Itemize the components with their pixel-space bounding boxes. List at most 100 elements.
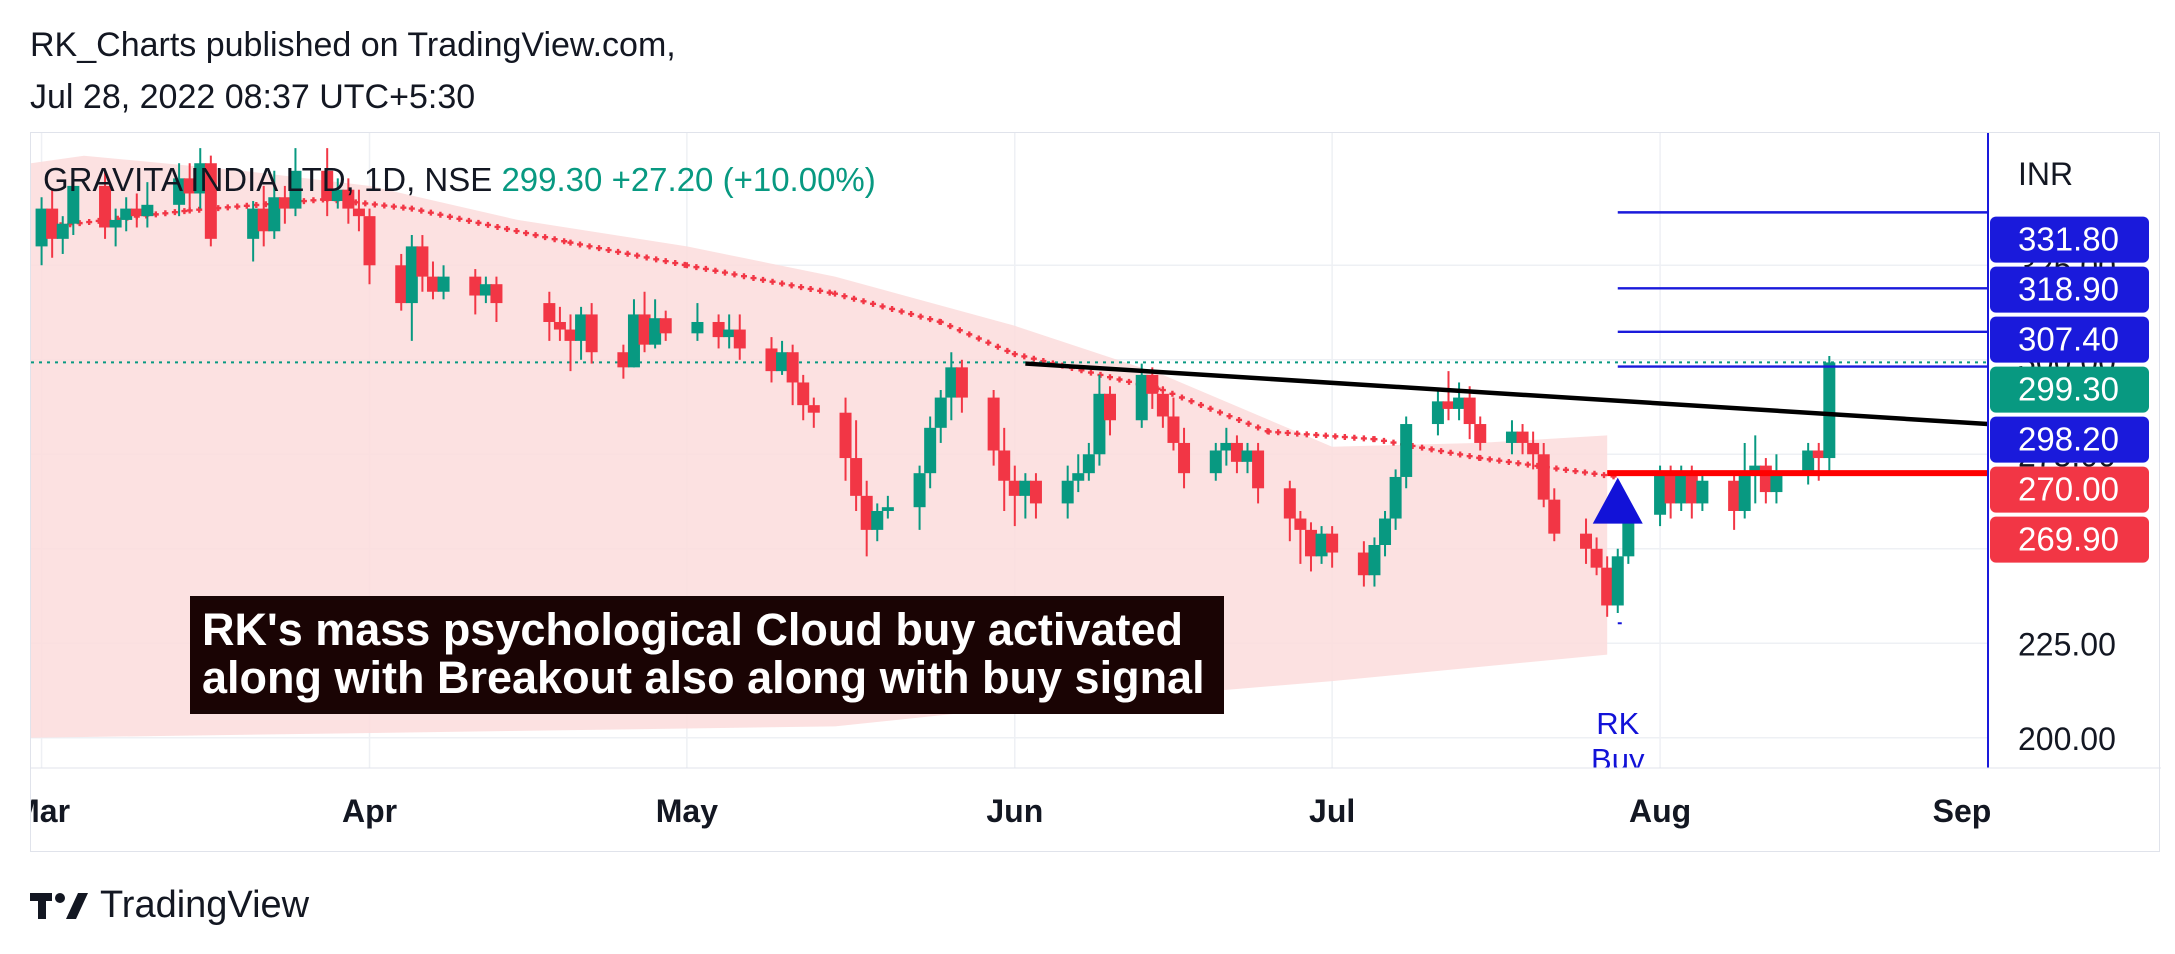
moving-average-dot <box>870 300 877 307</box>
candle-body <box>1241 450 1254 462</box>
candle-body <box>416 246 429 277</box>
candle-body <box>1230 442 1243 462</box>
moving-average-dot <box>879 303 886 310</box>
candle-body <box>1304 529 1317 557</box>
moving-average-dot <box>605 247 612 254</box>
candle-body <box>141 204 154 217</box>
moving-average-dot <box>1572 468 1579 475</box>
moving-average-dot <box>586 243 593 250</box>
moving-average-dot <box>1284 429 1291 436</box>
moving-average-dot <box>1226 413 1233 420</box>
price-label-pill <box>1990 316 2149 363</box>
candle-body <box>1696 480 1709 504</box>
moving-average-dot <box>850 295 857 302</box>
candle-body <box>1675 473 1688 504</box>
moving-average-dot <box>86 219 93 226</box>
price-label-pill <box>1990 216 2149 263</box>
candle-body <box>776 352 789 372</box>
candle-body <box>109 219 122 228</box>
moving-average-dot <box>542 234 549 241</box>
moving-average-dot <box>750 275 757 282</box>
moving-average-dot <box>446 213 453 220</box>
psychological-cloud <box>31 155 1608 738</box>
moving-average-dot <box>1562 466 1569 473</box>
publisher-line: RK_Charts published on TradingView.com, <box>30 26 676 64</box>
moving-average-dot <box>1097 371 1104 378</box>
moving-average-dot <box>662 258 669 265</box>
moving-average-dot <box>1217 409 1224 416</box>
moving-average-dot <box>1265 428 1272 435</box>
candle-body <box>881 507 894 511</box>
candle-body <box>1379 518 1392 545</box>
moving-average-dot <box>898 308 905 315</box>
candle-body <box>247 208 260 239</box>
price-label-text: 269.90 <box>2018 521 2119 558</box>
candle-body <box>194 163 207 194</box>
candle-body <box>204 163 217 239</box>
candle-body <box>1252 450 1265 489</box>
moving-average-dot <box>860 298 867 305</box>
breakout-trendline <box>1025 361 1988 427</box>
candle-body <box>1167 416 1180 443</box>
candle-body <box>56 223 69 239</box>
moving-average-dot <box>721 269 728 276</box>
moving-average-dot <box>427 209 434 216</box>
time-tick-label: Aug <box>1629 793 1691 829</box>
moving-average-dot <box>408 205 415 212</box>
tradingview-logo[interactable]: TradingView <box>30 884 309 927</box>
candle-body <box>1072 473 1085 481</box>
candle-body <box>1580 533 1593 549</box>
candle-body <box>987 397 1000 451</box>
candle-body <box>1505 431 1518 443</box>
moving-average-dot <box>596 245 603 252</box>
candle-body <box>395 265 408 304</box>
candle-body <box>1812 450 1825 459</box>
moving-average-dot <box>966 331 973 338</box>
moving-average-dot <box>1030 355 1037 362</box>
moving-average-dot <box>1245 420 1252 427</box>
price-label-text: 307.40 <box>2018 321 2119 358</box>
candle-body <box>627 314 640 368</box>
moving-average-dot <box>826 289 833 296</box>
moving-average-dot <box>253 201 260 208</box>
signal-label-buy: Buy <box>1591 742 1645 777</box>
moving-average-dot <box>1601 472 1607 479</box>
moving-average-dot <box>551 236 558 243</box>
candle-body <box>426 276 439 292</box>
candle-body <box>839 412 852 459</box>
moving-average-dot <box>798 284 805 291</box>
candle-body <box>1019 480 1032 496</box>
chart-panel[interactable]: RK Buy GRAVITA INDIA LTD, 1D, NSE 299.30 +… <box>30 132 2161 853</box>
candle-body <box>564 329 577 341</box>
candle-body <box>1431 401 1444 425</box>
time-tick-label: Apr <box>342 793 397 829</box>
moving-average-dot <box>1294 430 1301 437</box>
moving-average-dot <box>1505 458 1512 465</box>
candle-body <box>120 208 133 220</box>
candle-body <box>1611 556 1624 606</box>
moving-average-dot <box>310 197 317 204</box>
moving-average-dot <box>475 219 482 226</box>
moving-average-dot <box>831 290 838 297</box>
moving-average-dot <box>1303 431 1310 438</box>
price-label-text: 299.30 <box>2018 371 2119 408</box>
moving-average-dot <box>561 238 568 245</box>
time-tick-label: Jul <box>1309 793 1355 829</box>
moving-average-dot <box>362 200 369 207</box>
candle-body <box>1315 533 1328 557</box>
candle-body <box>860 495 873 530</box>
candle-body <box>575 314 588 341</box>
moving-average-dot <box>1351 434 1358 441</box>
annotation-line-2: along with Breakout also along with buy … <box>202 652 1205 703</box>
candle-body <box>553 321 566 330</box>
candle-body <box>1516 431 1529 443</box>
candle-body <box>1146 374 1159 394</box>
candle-body <box>35 208 48 247</box>
candle-body <box>1728 480 1741 511</box>
moving-average-dot <box>779 280 786 287</box>
price-tick-label: 200.00 <box>2018 721 2116 757</box>
moving-average-dot <box>152 211 159 218</box>
moving-average-dot <box>1515 460 1522 467</box>
candle-body <box>1442 401 1455 409</box>
